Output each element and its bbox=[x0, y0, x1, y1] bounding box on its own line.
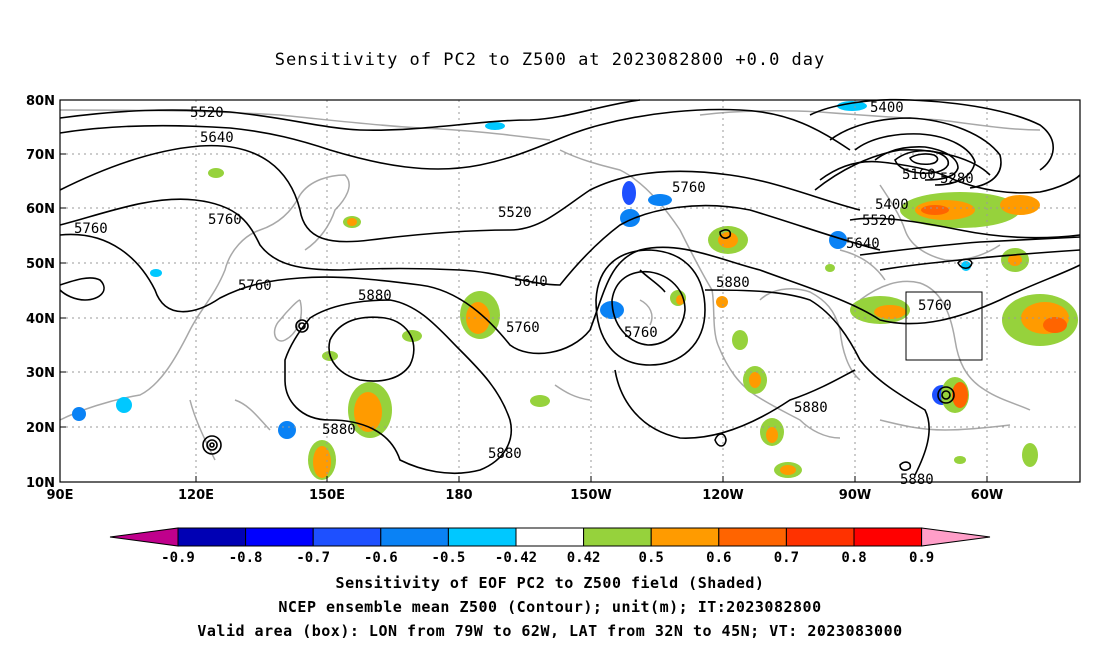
axis-ticks bbox=[60, 99, 988, 483]
contour-label: 5880 bbox=[322, 422, 356, 438]
lon-label-90w: 90W bbox=[839, 488, 871, 503]
colorbar-cell bbox=[245, 527, 314, 547]
contour-label: 5760 bbox=[918, 298, 952, 314]
colorbar-cell bbox=[515, 527, 585, 547]
contour-label: 5760 bbox=[74, 221, 108, 237]
map-title: Sensitivity of PC2 to Z500 at 2023082800… bbox=[274, 50, 826, 70]
contour-label: 5880 bbox=[716, 275, 750, 291]
lat-label-70n: 70N bbox=[26, 148, 55, 163]
contour-label: 5880 bbox=[358, 288, 392, 304]
contour-label: 5760 bbox=[624, 325, 658, 341]
caption-valid-area: Valid area (box): LON from 79W to 62W, L… bbox=[197, 622, 903, 640]
map-frame bbox=[59, 99, 1081, 483]
contour-label: 5520 bbox=[498, 205, 532, 221]
colorbar-tick-label: 0.5 bbox=[639, 550, 664, 566]
contour-label: 5760 bbox=[672, 180, 706, 196]
lat-label-20n: 20N bbox=[26, 421, 55, 436]
colorbar-cell bbox=[380, 527, 449, 547]
graticule bbox=[60, 100, 1080, 482]
contour-label: 5880 bbox=[900, 472, 934, 488]
lon-label-90e: 90E bbox=[47, 488, 74, 503]
contour-label: 5640 bbox=[200, 130, 234, 146]
contour-label: 5760 bbox=[238, 278, 272, 294]
colorbar-cell bbox=[718, 527, 787, 547]
colorbar-tick-label: -0.42 bbox=[495, 550, 537, 566]
lat-label-30n: 30N bbox=[26, 366, 55, 381]
contour-label: 5400 bbox=[870, 100, 904, 116]
colorbar-left-triangle bbox=[109, 527, 179, 547]
colorbar-tick-label: -0.9 bbox=[161, 550, 195, 566]
lon-label-180: 180 bbox=[445, 488, 472, 503]
z500-contours bbox=[59, 98, 1081, 476]
colorbar-cell bbox=[447, 527, 517, 547]
contour-label: 5760 bbox=[208, 212, 242, 228]
contour-label: 5280 bbox=[940, 171, 974, 187]
colorbar-tick-label: 0.8 bbox=[841, 550, 866, 566]
caption-contour: NCEP ensemble mean Z500 (Contour); unit(… bbox=[278, 598, 822, 616]
colorbar-tick-label: 0.6 bbox=[706, 550, 731, 566]
colorbar-cell bbox=[785, 527, 855, 547]
lon-label-120w: 120W bbox=[702, 488, 743, 503]
lat-label-50n: 50N bbox=[26, 257, 55, 272]
colorbar-cell bbox=[177, 527, 247, 547]
contour-label: 5880 bbox=[488, 446, 522, 462]
contour-label: 5400 bbox=[875, 197, 909, 213]
lon-label-120e: 120E bbox=[178, 488, 214, 503]
contour-label: 5520 bbox=[862, 213, 896, 229]
contour-label: 5880 bbox=[794, 400, 828, 416]
valid-area-box bbox=[905, 291, 983, 361]
colorbar-tick-label: 0.9 bbox=[909, 550, 934, 566]
lon-label-60w: 60W bbox=[971, 488, 1003, 503]
sensitivity-shading bbox=[72, 101, 1078, 480]
colorbar: -0.9 -0.8 -0.7 -0.6 -0.5 -0.42 0.42 0.5 … bbox=[109, 527, 991, 566]
contour-labels: 5520 5640 5760 5760 5760 5880 5520 5640 … bbox=[74, 100, 974, 488]
caption-shaded: Sensitivity of EOF PC2 to Z500 field (Sh… bbox=[335, 574, 765, 592]
colorbar-right-triangle bbox=[921, 527, 991, 547]
colorbar-tick-label: -0.7 bbox=[296, 550, 330, 566]
contour-label: 5160 bbox=[902, 167, 936, 183]
contour-label: 5640 bbox=[514, 274, 548, 290]
colorbar-cell bbox=[312, 527, 382, 547]
lon-label-150e: 150E bbox=[309, 488, 345, 503]
lat-label-10n: 10N bbox=[26, 476, 55, 491]
coastlines bbox=[59, 109, 1041, 461]
lat-label-60n: 60N bbox=[26, 202, 55, 217]
contour-label: 5520 bbox=[190, 105, 224, 121]
colorbar-tick-label: 0.42 bbox=[567, 550, 601, 566]
lat-label-40n: 40N bbox=[26, 312, 55, 327]
lon-label-150w: 150W bbox=[570, 488, 611, 503]
contour-label: 5760 bbox=[506, 320, 540, 336]
contour-label: 5640 bbox=[846, 236, 880, 252]
colorbar-tick-label: -0.5 bbox=[432, 550, 466, 566]
colorbar-cell bbox=[853, 527, 923, 547]
colorbar-tick-label: 0.7 bbox=[774, 550, 799, 566]
colorbar-cell bbox=[583, 527, 652, 547]
colorbar-tick-label: -0.8 bbox=[229, 550, 263, 566]
colorbar-tick-label: -0.6 bbox=[364, 550, 398, 566]
lat-label-80n: 80N bbox=[26, 94, 55, 109]
latitude-labels: 80N 70N 60N 50N 40N 30N 20N 10N bbox=[26, 94, 55, 491]
colorbar-cell bbox=[650, 527, 720, 547]
longitude-labels: 90E 120E 150E 180 150W 120W 90W 60W bbox=[47, 488, 1004, 503]
